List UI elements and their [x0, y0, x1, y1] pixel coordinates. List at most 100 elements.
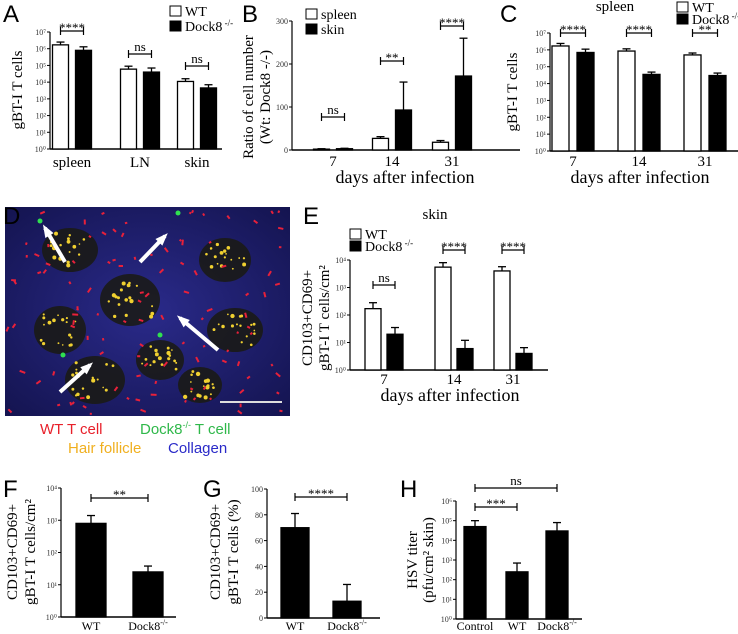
hair-follicle-dot — [124, 313, 128, 317]
hair-follicle-dot — [73, 245, 76, 248]
hair-follicle-dot — [128, 281, 131, 285]
wt-t-cell-dot — [139, 291, 144, 294]
panel-letter-H: H — [400, 476, 417, 503]
hair-follicle-dot — [242, 262, 247, 267]
y-tick-label: 10¹ — [536, 130, 547, 139]
hair-follicle-dot — [223, 249, 227, 253]
hair-follicle-shape — [207, 308, 263, 352]
wt-t-cell-dot — [137, 355, 141, 358]
hair-follicle-dot — [225, 253, 227, 255]
charts: 10⁰ 10¹ 10² 10³ 10⁴ 10⁵ 10⁶ 10⁷ gBT-I T cells spl… — [5, 0, 738, 633]
wt-t-cell-dot — [126, 396, 130, 401]
hair-follicle-dot — [203, 395, 208, 400]
y-tick-label: 200 — [276, 60, 288, 69]
x-tick-label: LN — [130, 155, 150, 171]
y-axis-label: gBT-I T cells (%) — [226, 499, 242, 604]
hair-follicle-dot — [41, 342, 46, 346]
wt-t-cell-dot — [249, 331, 253, 336]
wt-t-cell-dot — [11, 279, 17, 282]
y-axis-label: HSV titer — [405, 531, 421, 589]
bar-WT — [551, 45, 570, 152]
wt-t-cell-dot — [181, 239, 184, 246]
x-tick-label: spleen — [53, 155, 92, 171]
hair-follicle-dot — [209, 247, 213, 250]
wt-t-cell-dot — [236, 361, 241, 367]
chart-title: skin — [422, 207, 448, 223]
hair-follicle-dot — [129, 298, 134, 304]
hair-follicle-dot — [75, 368, 78, 371]
bar-WT — [617, 50, 636, 152]
hair-follicle-dot — [230, 313, 235, 319]
wt-t-cell-dot — [195, 356, 200, 363]
hair-follicle-dot — [209, 393, 212, 396]
hair-follicle-dot — [141, 362, 144, 365]
dock8-superscript: -/- — [183, 420, 192, 430]
hair-follicle-dot — [221, 324, 225, 329]
wt-t-cell-dot — [163, 247, 169, 253]
hair-follicle-dot — [117, 303, 121, 306]
bar-WT — [364, 308, 382, 371]
wt-t-cell-dot — [150, 393, 157, 396]
y-axis-label: CD103+CD69+ — [5, 504, 21, 600]
legend-swatch — [676, 13, 689, 25]
wt-t-cell-dot — [274, 282, 281, 286]
y-tick-label: 300 — [276, 17, 288, 26]
wt-t-cell-dot — [237, 409, 243, 415]
wt-t-cell-dot — [136, 374, 141, 378]
wt-t-cell-dot — [101, 337, 105, 341]
hair-follicle-dot — [212, 328, 216, 332]
hair-follicle-dot — [154, 348, 158, 353]
bar-value — [75, 522, 107, 618]
wt-t-cell-dot — [191, 209, 195, 214]
wt-t-cell-dot — [5, 326, 10, 332]
label-wt-t-cell: WT T cell — [40, 421, 103, 438]
y-tick-label: 10¹ — [336, 339, 347, 348]
legend-label: Dock8 -/- — [185, 18, 233, 35]
hair-follicle-dot — [78, 243, 81, 245]
hair-follicle-dot — [157, 356, 162, 361]
y-tick-label: 10⁴ — [441, 536, 452, 545]
hair-follicle-dot — [167, 357, 171, 361]
bar-WT — [119, 68, 138, 150]
bar-value — [545, 530, 569, 620]
wt-t-cell-dot — [278, 246, 282, 249]
wt-t-cell-dot — [276, 391, 280, 395]
y-tick-label: 10⁵ — [35, 61, 46, 70]
wt-t-cell-dot — [107, 260, 111, 265]
y-tick-label: 0 — [284, 146, 288, 155]
hair-follicle-dot — [215, 242, 219, 247]
wt-t-cell-dot — [72, 313, 79, 316]
y-tick-label: 10³ — [36, 95, 47, 104]
hair-follicle-dot — [238, 314, 242, 318]
wt-t-cell-dot — [86, 287, 92, 294]
y-tick-label: 10³ — [442, 556, 453, 565]
wt-t-cell-dot — [34, 253, 40, 258]
hair-follicle-dot — [202, 385, 205, 387]
bar-WT — [434, 266, 452, 371]
significance-label: *** — [486, 496, 506, 511]
wt-t-cell-dot — [120, 232, 125, 238]
panel-letter-E: E — [303, 203, 319, 230]
significance-label: **** — [560, 22, 586, 37]
hair-follicle-dot — [242, 257, 246, 260]
wt-t-cell-dot — [244, 312, 248, 319]
hair-follicle-dot — [104, 388, 108, 392]
legend-swatch — [349, 228, 362, 240]
y-tick-label: 10² — [36, 112, 47, 121]
hair-follicle-dot — [74, 320, 77, 323]
wt-t-cell-dot — [178, 238, 182, 242]
y-tick-label: 10⁵ — [535, 63, 546, 72]
hair-follicle-dot — [91, 376, 94, 379]
y-tick-label: 10² — [336, 311, 347, 320]
panel-letter-D: D — [3, 203, 20, 230]
hair-follicle-dot — [226, 313, 229, 316]
y-tick-label: 10⁴ — [535, 80, 546, 89]
hair-follicle-dot — [240, 341, 243, 344]
hair-follicle-dot — [196, 393, 200, 398]
wt-t-cell-dot — [267, 270, 272, 277]
hair-follicle-dot — [230, 258, 233, 261]
hair-follicle-dot — [71, 387, 75, 391]
legend-swatch — [305, 8, 318, 20]
bar-spleen — [312, 148, 331, 151]
